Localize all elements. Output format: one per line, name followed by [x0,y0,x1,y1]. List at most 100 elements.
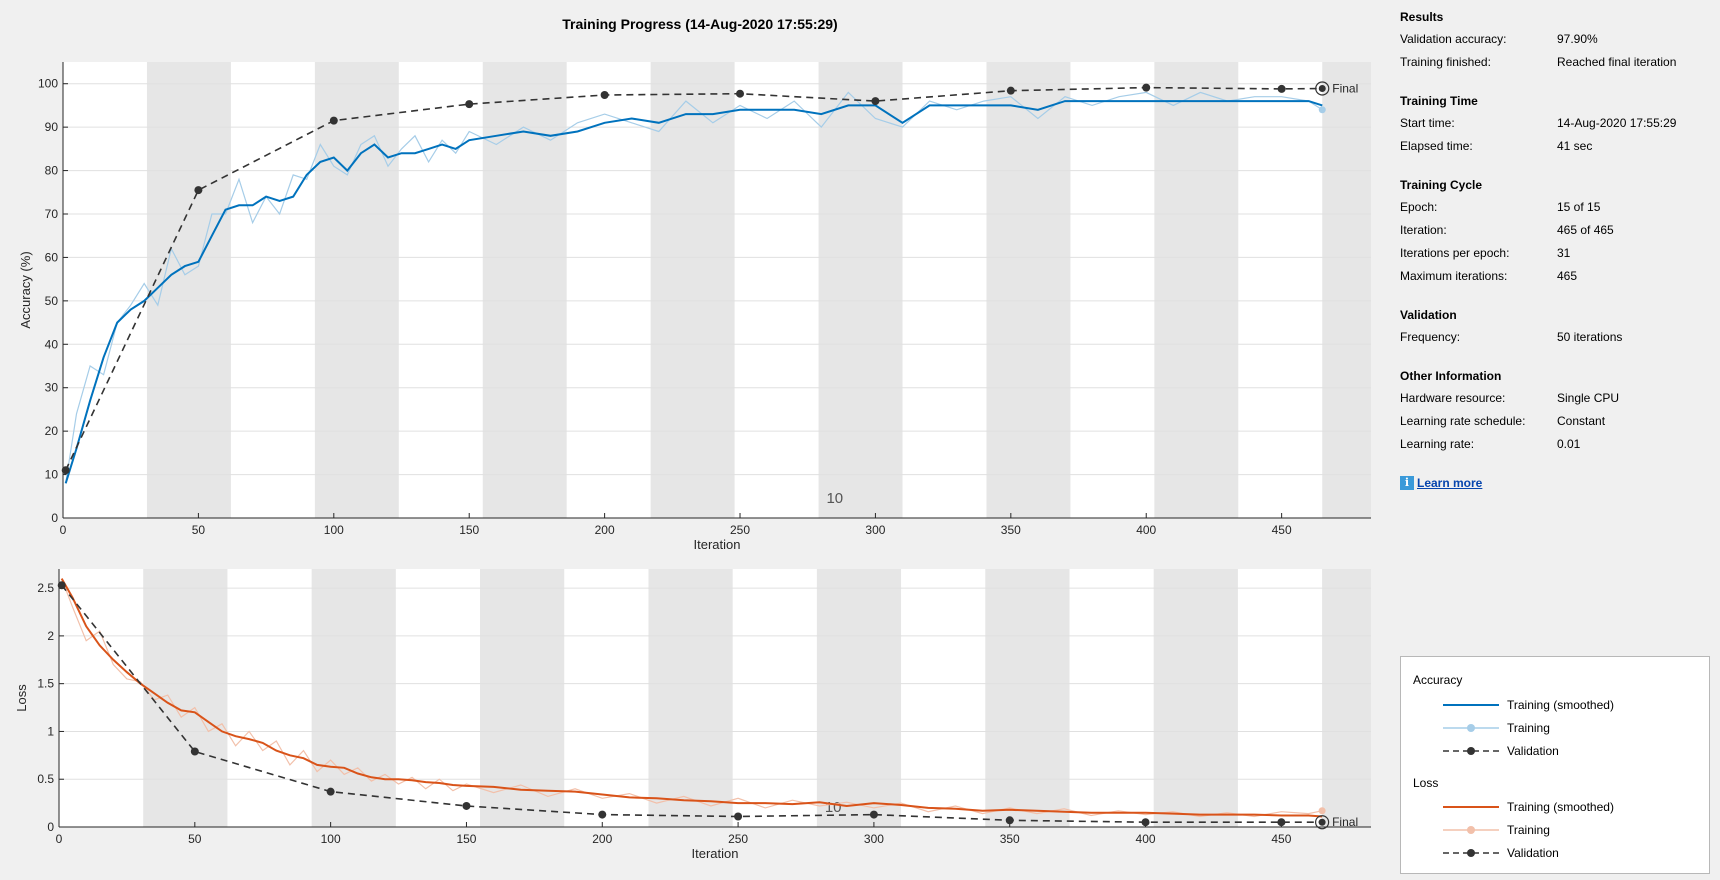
info-icon: i [1400,476,1414,490]
accuracy-validation-point [600,91,609,100]
loss-epoch-band [648,569,733,827]
accuracy-validation-point [1142,83,1151,92]
legend-label-acc-validation: Validation [1507,744,1559,758]
accuracy-x-tick-label: 200 [595,523,615,537]
accuracy-y-tick-label: 20 [45,424,59,438]
accuracy-epoch-band [986,62,1071,518]
loss-validation-point [1277,818,1286,827]
accuracy-validation-point [61,466,70,475]
loss-y-axis-label: Loss [14,684,29,712]
loss-final-marker-ring [1315,815,1330,830]
loss-validation-point [734,812,743,821]
accuracy-x-tick-label: 400 [1136,523,1156,537]
legend-item-loss-validation: Validation [1413,845,1559,861]
legend-line-acc-validation [1443,747,1499,755]
info-value: 97.90% [1557,32,1598,46]
info-value: Constant [1557,414,1606,428]
info-section-1: Training Time Start time: 14-Aug-2020 17:5… [1400,94,1710,162]
loss-x-tick-label: 400 [1136,832,1156,846]
info-row: Iterations per epoch: 31 [1400,246,1710,269]
accuracy-y-tick-label: 70 [45,207,59,221]
legend-item-acc-validation: Validation [1413,743,1559,759]
info-row: Learning rate: 0.01 [1400,437,1710,460]
legend-line-loss-validation [1443,849,1499,857]
legend-title-accuracy: Accuracy [1413,673,1463,687]
loss-validation-point [1141,818,1150,827]
info-label: Iteration: [1400,223,1447,237]
loss-epoch-band [143,569,228,827]
legend-title-loss: Loss [1413,776,1439,790]
accuracy-x-tick-label: 100 [324,523,344,537]
info-label: Hardware resource: [1400,391,1506,405]
loss-x-axis-label: Iteration [692,846,739,861]
info-label: Validation accuracy: [1400,32,1507,46]
info-section-3: Validation Frequency: 50 iterations [1400,308,1710,353]
accuracy-epoch-annotation: 10 [826,490,843,507]
legend-label-loss-training: Training [1507,823,1550,837]
learn-more-link-row[interactable]: i Learn more [1400,476,1710,490]
loss-y-tick-label: 0.5 [37,772,54,786]
info-section-2: Training Cycle Epoch: 15 of 15 Iteration: 46… [1400,178,1710,292]
loss-validation-point [326,787,335,796]
loss-epoch-band [1322,569,1371,827]
legend-line-loss-smoothed [1443,806,1499,808]
loss-training-smoothed-line [60,578,1323,818]
loss-y-tick-label: 2.5 [37,581,54,595]
accuracy-validation-point [194,186,203,195]
accuracy-epoch-band [1154,62,1239,518]
info-label: Epoch: [1400,200,1438,214]
legend-label-loss-smoothed: Training (smoothed) [1507,800,1614,814]
loss-validation-point [1005,816,1014,825]
loss-x-tick-label: 450 [1271,832,1291,846]
accuracy-x-tick-label: 0 [60,523,67,537]
loss-validation-point [1318,818,1326,826]
loss-validation-point [190,747,199,756]
loss-plot: 0 50 100 150 200 250 300 350 400 450 0 0.5 1 1.5 2 2.5 I… [14,569,1371,861]
accuracy-x-tick-label: 350 [1001,523,1021,537]
info-value: 15 of 15 [1557,200,1601,214]
loss-validation-point [598,810,607,819]
learn-more-link[interactable]: Learn more [1417,476,1483,490]
loss-epoch-band [480,569,565,827]
accuracy-y-tick-label: 30 [45,381,59,395]
accuracy-y-axis-label: Accuracy (%) [18,251,33,328]
loss-y-tick-label: 0 [47,820,54,834]
accuracy-plot: 0 50 100 150 200 250 300 350 400 450 0 10 20 30 40 50 60… [18,62,1371,552]
info-label: Training finished: [1400,55,1491,69]
accuracy-epoch-band [1322,62,1371,518]
accuracy-y-tick-label: 80 [45,164,59,178]
accuracy-final-marker-ring [1315,81,1330,96]
accuracy-final-label: Final [1332,81,1358,95]
accuracy-validation-point [736,89,745,98]
legend-line-acc-smoothed [1443,704,1499,706]
legend-line-acc-training [1443,724,1499,732]
loss-y-tick-label: 1 [47,724,54,738]
info-value: Reached final iteration [1557,55,1677,69]
info-value: 31 [1557,246,1571,260]
training-plots: Training Progress (14-Aug-2020 17:55:29)… [14,16,1371,861]
legend-label-acc-smoothed: Training (smoothed) [1507,698,1614,712]
accuracy-validation-point [871,97,880,106]
accuracy-epoch-band [482,62,567,518]
loss-training-final-point [1318,807,1326,815]
legend-item-acc-smoothed: Training (smoothed) [1413,697,1614,713]
legend: Accuracy Training (smoothed) Training Va… [1400,656,1710,874]
accuracy-y-tick-label: 10 [45,468,59,482]
loss-x-tick-label: 100 [321,832,341,846]
info-section-0: Results Validation accuracy: 97.90% Trainin… [1400,10,1710,78]
legend-label-acc-training: Training [1507,721,1550,735]
info-heading: Validation [1400,308,1457,322]
accuracy-training-smoothed-line [64,100,1323,484]
info-heading: Results [1400,10,1444,24]
loss-validation-point [57,581,66,590]
accuracy-validation-point [465,100,474,109]
accuracy-x-tick-label: 450 [1272,523,1292,537]
info-heading: Training Cycle [1400,178,1483,192]
accuracy-x-tick-label: 300 [865,523,885,537]
info-row: Maximum iterations: 465 [1400,269,1710,292]
info-row: Learning rate schedule: Constant [1400,414,1710,437]
info-label: Learning rate: [1400,437,1475,451]
legend-item-loss-training: Training [1413,822,1550,838]
info-label: Maximum iterations: [1400,269,1508,283]
info-value: 50 iterations [1557,330,1623,344]
